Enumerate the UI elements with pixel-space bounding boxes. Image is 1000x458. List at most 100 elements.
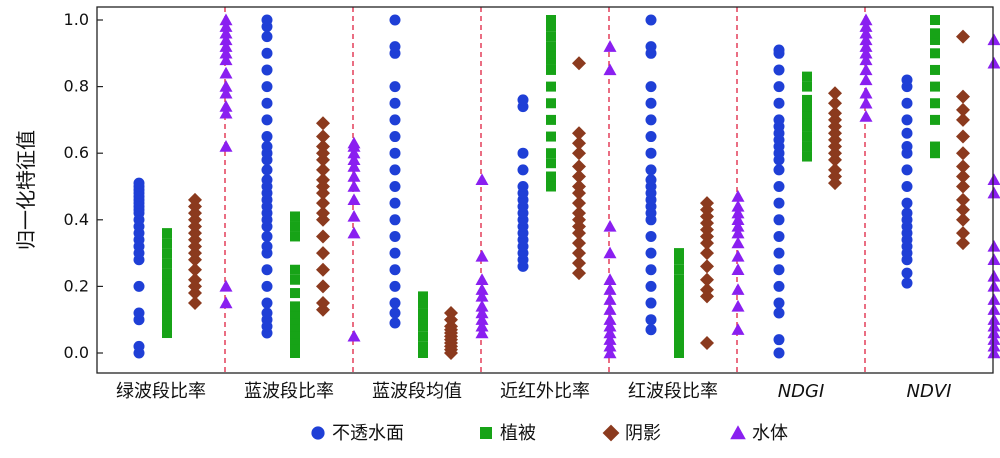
data-point bbox=[262, 15, 273, 26]
data-point bbox=[646, 15, 657, 26]
data-point bbox=[134, 178, 145, 189]
data-point bbox=[774, 164, 785, 175]
data-point bbox=[546, 82, 556, 92]
data-point bbox=[476, 283, 489, 295]
data-point bbox=[604, 313, 617, 325]
data-point bbox=[860, 97, 873, 109]
data-point bbox=[774, 114, 785, 125]
data-point bbox=[732, 200, 745, 212]
data-point bbox=[290, 211, 300, 221]
data-point bbox=[262, 231, 273, 242]
data-point bbox=[902, 198, 913, 209]
data-point bbox=[220, 14, 233, 26]
data-point bbox=[162, 228, 172, 238]
data-point bbox=[732, 323, 745, 335]
data-point bbox=[262, 81, 273, 92]
data-point bbox=[988, 33, 1000, 45]
data-point bbox=[390, 131, 401, 142]
data-point bbox=[828, 86, 842, 100]
data-point bbox=[390, 264, 401, 275]
data-point bbox=[476, 173, 489, 185]
data-point bbox=[802, 132, 812, 142]
data-point bbox=[262, 48, 273, 59]
x-category-label: 红波段比率 bbox=[628, 381, 718, 402]
data-point bbox=[802, 152, 812, 162]
data-point bbox=[646, 314, 657, 325]
data-point bbox=[348, 170, 361, 182]
data-point bbox=[604, 273, 617, 285]
data-point bbox=[646, 281, 657, 292]
data-point bbox=[956, 193, 970, 207]
data-point bbox=[902, 278, 913, 289]
data-point bbox=[390, 231, 401, 242]
data-point bbox=[390, 114, 401, 125]
data-point bbox=[732, 190, 745, 202]
data-point bbox=[290, 275, 300, 285]
legend-marker bbox=[603, 425, 620, 442]
x-category-label: 蓝波段均值 bbox=[372, 381, 462, 402]
data-point bbox=[476, 300, 489, 312]
data-point bbox=[220, 67, 233, 79]
data-point bbox=[988, 303, 1000, 315]
data-point bbox=[646, 248, 657, 259]
data-point bbox=[930, 65, 940, 75]
data-point bbox=[930, 15, 940, 25]
data-point bbox=[390, 214, 401, 225]
data-point bbox=[418, 331, 428, 341]
data-point bbox=[220, 100, 233, 112]
y-tick-label: 0.6 bbox=[64, 143, 89, 162]
data-point bbox=[348, 210, 361, 222]
data-point bbox=[162, 268, 172, 278]
data-point bbox=[700, 259, 714, 273]
data-point bbox=[262, 114, 273, 125]
data-point bbox=[860, 110, 873, 122]
data-point bbox=[390, 98, 401, 109]
data-point bbox=[860, 87, 873, 99]
data-point bbox=[220, 297, 233, 309]
data-point bbox=[604, 63, 617, 75]
data-point bbox=[902, 208, 913, 219]
data-point bbox=[262, 164, 273, 175]
data-point bbox=[774, 198, 785, 209]
legend-label: 植被 bbox=[500, 423, 536, 444]
data-point bbox=[646, 148, 657, 159]
data-point bbox=[802, 142, 812, 152]
data-point bbox=[988, 57, 1000, 69]
data-point bbox=[774, 248, 785, 259]
legend-marker bbox=[480, 427, 492, 439]
data-point bbox=[646, 324, 657, 335]
y-tick-label: 0.0 bbox=[64, 343, 89, 362]
data-point bbox=[518, 94, 529, 105]
data-point bbox=[956, 130, 970, 144]
data-point bbox=[646, 81, 657, 92]
data-point bbox=[646, 174, 657, 185]
data-point bbox=[860, 14, 873, 26]
data-point bbox=[262, 241, 273, 252]
data-point bbox=[902, 181, 913, 192]
data-point bbox=[290, 221, 300, 231]
legend-label: 不透水面 bbox=[332, 423, 404, 444]
data-point bbox=[546, 32, 556, 42]
legend-label: 阴影 bbox=[625, 423, 661, 444]
data-point bbox=[956, 90, 970, 104]
data-point bbox=[930, 82, 940, 92]
data-point bbox=[988, 187, 1000, 199]
data-point bbox=[604, 303, 617, 315]
data-point bbox=[774, 264, 785, 275]
data-point bbox=[290, 301, 300, 311]
data-point bbox=[902, 141, 913, 152]
data-point bbox=[902, 128, 913, 139]
data-point bbox=[774, 81, 785, 92]
data-point bbox=[262, 64, 273, 75]
data-point bbox=[774, 181, 785, 192]
data-point bbox=[646, 231, 657, 242]
data-point bbox=[262, 174, 273, 185]
data-point bbox=[390, 198, 401, 209]
data-point bbox=[390, 148, 401, 159]
data-point bbox=[316, 263, 330, 277]
marks-layer bbox=[134, 14, 1000, 361]
data-point bbox=[390, 81, 401, 92]
data-point bbox=[956, 226, 970, 240]
data-point bbox=[546, 98, 556, 108]
y-tick-label: 0.4 bbox=[64, 210, 89, 229]
